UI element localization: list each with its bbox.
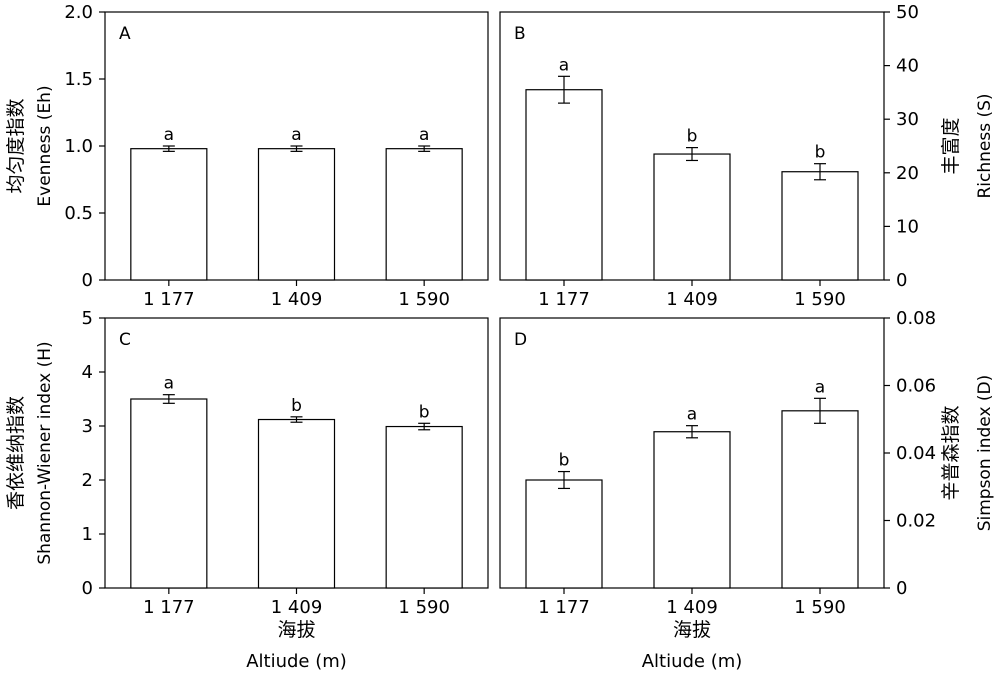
y-tick-label: 4 — [82, 362, 93, 383]
x-tick-label: 1 409 — [271, 289, 323, 310]
y-axis-title: Evenness (Eh) — [35, 85, 55, 206]
y-axis-title: Shannon-Wiener index (H) — [35, 341, 55, 564]
x-tick-label: 1 177 — [538, 597, 590, 618]
bar — [257, 418, 336, 589]
y-axis-title-cn: 丰富度 — [940, 117, 962, 174]
y-tick-label: 0.5 — [64, 203, 93, 224]
x-tick-label: 1 590 — [398, 597, 450, 618]
bar — [653, 431, 731, 589]
bar — [525, 89, 603, 281]
panel-label: D — [514, 330, 527, 350]
significance-letter: a — [559, 55, 569, 75]
y-tick-label: 1.5 — [64, 69, 93, 90]
significance-letter: b — [291, 396, 302, 416]
y-tick-label: 5 — [82, 308, 93, 329]
y-tick-label: 2 — [82, 470, 93, 491]
significance-letter: a — [164, 125, 174, 145]
y-tick-label: 3 — [82, 416, 93, 437]
y-axis-title-cn: 香依维纳指数 — [5, 396, 27, 510]
x-tick-label: 1 590 — [794, 597, 846, 618]
x-axis-title-cn: 海拔 — [673, 619, 711, 641]
bar — [130, 148, 208, 281]
x-axis-title: Altiude (m) — [246, 651, 347, 672]
chart-panel-a: A 0 0.5 1.0 1.5 2.0 a 1 177 a 1 409 a 1 590 均匀度指数 Eve… — [5, 2, 489, 310]
panel-label: A — [119, 24, 131, 44]
panel-label: C — [119, 330, 131, 350]
y-tick-label: 0 — [82, 578, 93, 599]
bar — [385, 425, 463, 589]
significance-letter: a — [687, 405, 697, 425]
significance-letter: a — [164, 374, 174, 394]
y-tick-label: 1 — [82, 524, 93, 545]
significance-letter: b — [687, 127, 698, 147]
y-tick-label: 0 — [82, 270, 93, 291]
chart-panel-d: D 0 0.02 0.04 0.06 0.08 b 1 177 a 1 409 a 1 590 辛普森指… — [499, 308, 995, 672]
x-tick-label: 1 177 — [143, 289, 195, 310]
x-tick-label: 1 409 — [666, 597, 718, 618]
bar — [653, 153, 731, 281]
x-tick-label: 1 177 — [143, 597, 195, 618]
y-tick-label: 50 — [896, 2, 919, 23]
y-tick-label: 0.06 — [896, 376, 936, 397]
bar — [781, 171, 859, 281]
y-tick-label: 0.08 — [896, 308, 936, 329]
x-tick-label: 1 590 — [794, 289, 846, 310]
significance-letter: a — [291, 125, 301, 145]
significance-letter: b — [815, 143, 826, 163]
x-tick-label: 1 409 — [271, 597, 323, 618]
significance-letter: b — [559, 451, 570, 471]
chart-panel-c: C 0 1 2 3 4 5 a 1 177 b 1 409 b 1 590 香依维纳指数 Shannon-W… — [5, 308, 489, 672]
x-tick-label: 1 409 — [666, 289, 718, 310]
bar — [130, 398, 208, 589]
x-axis-title-cn: 海拔 — [277, 619, 315, 641]
y-tick-label: 0.04 — [896, 443, 936, 464]
y-tick-label: 1.0 — [64, 136, 93, 157]
y-axis-title: Simpson index (D) — [975, 375, 995, 532]
significance-letter: b — [419, 402, 430, 422]
y-tick-label: 10 — [896, 216, 919, 237]
bar — [525, 479, 603, 589]
y-tick-label: 0.02 — [896, 511, 936, 532]
x-tick-label: 1 177 — [538, 289, 590, 310]
panel-label: B — [514, 24, 526, 44]
chart-panel-b: B 0 10 20 30 40 50 a 1 177 b 1 409 b 1 590 丰富度 Richnes… — [499, 2, 995, 310]
y-axis-title: Richness (S) — [975, 93, 995, 198]
y-tick-label: 2.0 — [64, 2, 93, 23]
y-tick-label: 30 — [896, 109, 919, 130]
significance-letter: a — [419, 125, 429, 145]
y-axis-title-cn: 均匀度指数 — [5, 98, 27, 193]
x-tick-label: 1 590 — [398, 289, 450, 310]
y-tick-label: 40 — [896, 56, 919, 77]
y-tick-label: 20 — [896, 163, 919, 184]
bar — [257, 148, 336, 281]
y-tick-label: 0 — [896, 270, 907, 291]
y-axis-title-cn: 辛普森指数 — [940, 405, 962, 500]
x-axis-title: Altiude (m) — [642, 651, 743, 672]
significance-letter: a — [815, 377, 825, 397]
bar — [385, 148, 463, 281]
bar — [781, 410, 859, 589]
y-tick-label: 0 — [896, 578, 907, 599]
